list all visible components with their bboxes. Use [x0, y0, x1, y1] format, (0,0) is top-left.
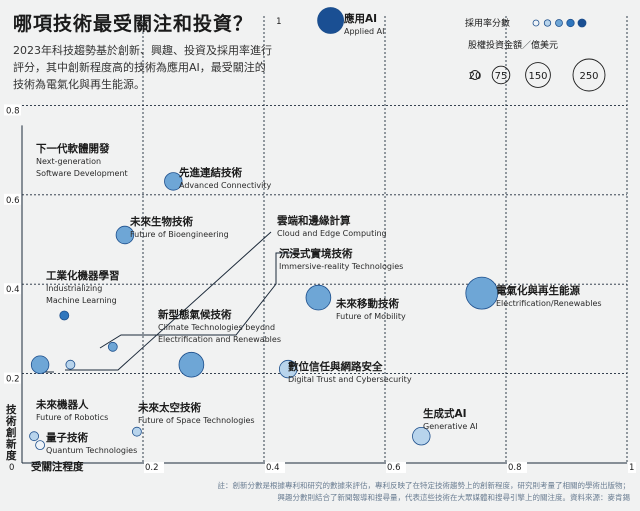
y-tick-label: 0.6	[6, 196, 20, 206]
legend-investment-circle	[525, 62, 551, 88]
data-point	[115, 225, 135, 245]
point-label-zh: 未來太空技術	[137, 401, 201, 414]
point-label-en: Electrification/Renewables	[496, 299, 602, 308]
x-tick-bg	[507, 462, 527, 473]
x-tick-label: 0.8	[508, 463, 522, 473]
x-tick-label: 1	[629, 463, 634, 473]
legend-investment-circle	[470, 70, 480, 80]
data-point	[131, 426, 142, 437]
point-label-en: Digital Trust and Cybersecurity	[288, 375, 412, 384]
y-tick-label: 0.8	[6, 106, 20, 116]
y-axis-title-char: 技	[6, 403, 17, 416]
point-label-en: Generative AI	[423, 422, 478, 431]
point-label-en: Future of Robotics	[36, 413, 108, 422]
x-tick-bg	[265, 462, 285, 473]
point-label-zh: 應用AI	[344, 12, 377, 25]
point-label-en: Climate Technologies beyond	[158, 323, 275, 332]
data-point	[29, 431, 39, 442]
point-label-zh: 電氣化與再生能源	[496, 284, 580, 297]
point-label-zh: 工業化機器學習	[46, 269, 120, 282]
point-label-zh: 未來移動技術	[335, 297, 399, 310]
point-label-zh: 沉浸式實境技術	[279, 247, 353, 260]
y-axis-title-char: 術	[5, 415, 17, 428]
x-tick-label: 0.6	[387, 463, 401, 473]
point-label-en: Software Development	[36, 169, 128, 178]
point-label-en: Future of Mobility	[336, 312, 406, 321]
legend-investment-value: 150	[528, 71, 547, 82]
point-label-en: Electrification and Renewables	[158, 335, 281, 344]
data-point	[305, 284, 332, 311]
data-point	[279, 359, 298, 379]
leader-line	[99, 252, 296, 349]
point-label-zh: 未來生物技術	[129, 215, 193, 228]
footnote-line-2: 興趣分數則結合了新聞報導和搜尋量，代表這些技術在大眾媒體和搜尋引擎上的關注度。資…	[277, 493, 631, 502]
point-label-zh: 下一代軟體開發	[36, 142, 110, 155]
point-label-en: Industrializing	[46, 284, 102, 293]
legend-adoption-swatch	[566, 18, 575, 28]
legend-adoption-title: 採用率分數	[465, 17, 510, 29]
point-label-en: Applied AI	[344, 27, 384, 36]
point-label-zh: 生成式AI	[423, 407, 467, 420]
page-title: 哪項技術最受關注和投資？	[13, 13, 254, 35]
legend-investment-value: 75	[495, 71, 508, 82]
x-tick-label: 0	[9, 463, 14, 473]
y-tick-bg	[4, 372, 21, 384]
data-point	[412, 427, 431, 446]
point-label-en: Machine Learning	[46, 296, 117, 305]
y-tick-bg	[4, 193, 21, 205]
legend-adoption-swatch	[577, 18, 587, 28]
data-point	[107, 341, 118, 352]
x-tick-bg	[144, 462, 164, 473]
point-label-zh: 未來機器人	[35, 398, 89, 411]
x-tick-bg	[628, 462, 636, 473]
point-label-en: Future of Bioengineering	[130, 230, 229, 239]
x-tick-label: 0.2	[145, 463, 159, 473]
data-point	[59, 310, 70, 321]
legend-adoption-swatch	[543, 19, 552, 27]
data-point	[178, 351, 205, 378]
point-label-en: Quantum Technologies	[46, 446, 137, 455]
point-label-en: Future of Space Technologies	[138, 416, 255, 425]
point-label-zh: 數位信任與網路安全	[288, 360, 383, 373]
legend-adoption-swatch	[555, 19, 563, 27]
legend-investment-value: 20	[469, 71, 482, 82]
y-tick-bg	[4, 283, 21, 295]
data-point	[35, 440, 45, 451]
x-tick-label: 0.4	[266, 463, 280, 473]
point-label-en: Cloud and Edge Computing	[277, 229, 387, 238]
x-tick-bg	[386, 462, 406, 473]
point-label-zh: 新型態氣候技術	[158, 308, 232, 321]
legend-investment-value: 250	[579, 71, 598, 82]
y-axis-title-char: 度	[6, 449, 17, 462]
legend-investment-circle	[491, 65, 511, 85]
footnote: 註：創新分數是根據專利和研究的數據來評估，專利反映了在特定技術趨勢上的創新程度，…	[218, 480, 631, 504]
data-point	[317, 7, 345, 34]
legend-investment-title: 股權投資金額／億美元	[468, 39, 558, 51]
legend-investment-circle	[572, 58, 606, 92]
leader-line	[65, 231, 272, 371]
y-tick-bg	[4, 104, 21, 116]
point-label-zh: 量子技術	[46, 431, 88, 444]
y-axis-title-char: 新	[6, 438, 17, 451]
y-axis-title-char: 創	[5, 426, 17, 439]
data-point	[30, 355, 50, 374]
y-tick-label: 0.2	[6, 375, 20, 385]
data-point	[465, 276, 499, 310]
data-point	[65, 359, 76, 370]
x-axis-title: 受關注程度	[31, 460, 84, 473]
point-label-zh: 先進連結技術	[179, 166, 242, 179]
page-description: 2023年科技趨勢基於創新、興趣、投資及採用率進行評分，其中創新程度高的技術為應…	[13, 44, 272, 91]
point-label-en: Immersive-reality Technologies	[279, 262, 403, 271]
point-label-en: Next-generation	[36, 157, 101, 166]
point-label-en: Advanced Connectivity	[179, 181, 271, 190]
legend-adoption-swatch	[532, 19, 540, 27]
y-tick-label: 1	[276, 17, 281, 27]
y-tick-label: 0.4	[6, 285, 20, 295]
data-point	[164, 172, 183, 191]
footnote-line-1: 註：創新分數是根據專利和研究的數據來評估，專利反映了在特定技術趨勢上的創新程度，…	[217, 481, 631, 490]
point-label-zh: 雲端和邊緣計算	[277, 214, 351, 227]
